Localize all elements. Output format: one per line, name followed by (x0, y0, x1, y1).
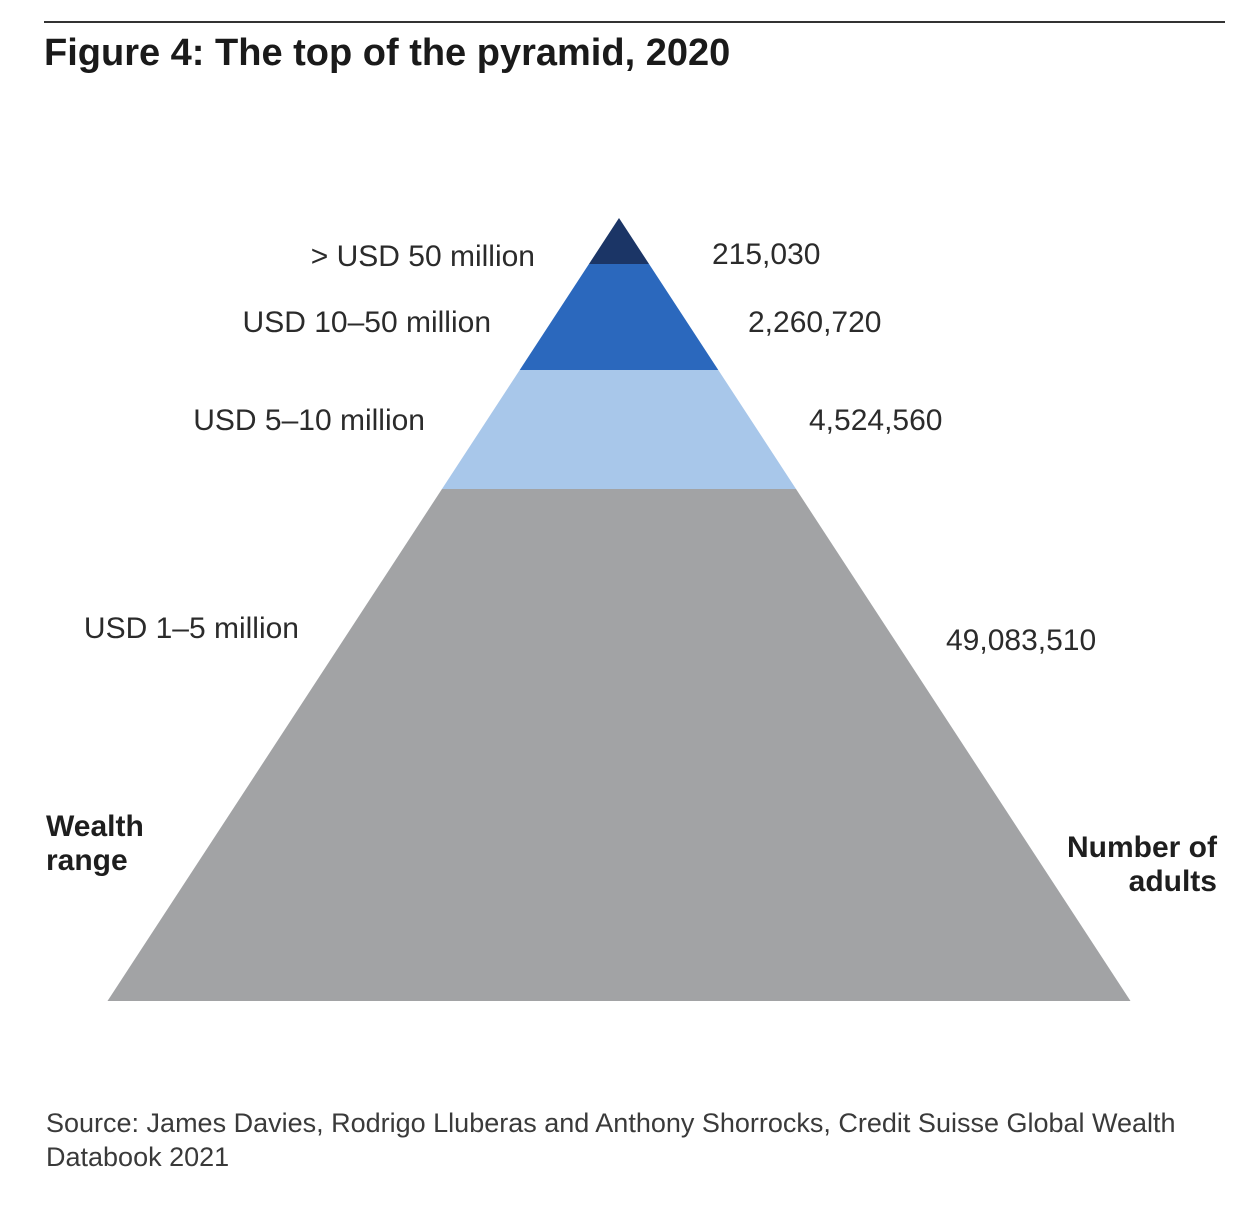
wealth-range-axis-label: range (46, 844, 128, 877)
tier-adults-label: 2,260,720 (748, 306, 881, 339)
pyramid-tier-3 (441, 370, 797, 489)
tier-range-label: > USD 50 million (311, 240, 535, 273)
wealth-range-axis-label: Wealth (46, 810, 144, 843)
tier-adults-label: 4,524,560 (809, 404, 942, 437)
source-note: Source: James Davies, Rodrigo Lluberas a… (46, 1108, 1176, 1172)
pyramid-tier-1 (588, 218, 650, 264)
pyramid-tier-2 (519, 264, 719, 370)
number-of-adults-axis-label: Number of (1067, 831, 1218, 864)
tier-range-label: USD 1–5 million (84, 612, 299, 645)
tier-adults-label: 49,083,510 (946, 624, 1096, 657)
top-rule (44, 21, 1225, 23)
tier-adults-label: 215,030 (712, 238, 820, 271)
tier-range-label: USD 5–10 million (193, 404, 425, 437)
tier-range-label: USD 10–50 million (243, 306, 491, 339)
number-of-adults-axis-label: adults (1129, 865, 1217, 898)
figure-title: Figure 4: The top of the pyramid, 2020 (44, 32, 731, 74)
pyramid-tier-4 (107, 489, 1131, 1001)
